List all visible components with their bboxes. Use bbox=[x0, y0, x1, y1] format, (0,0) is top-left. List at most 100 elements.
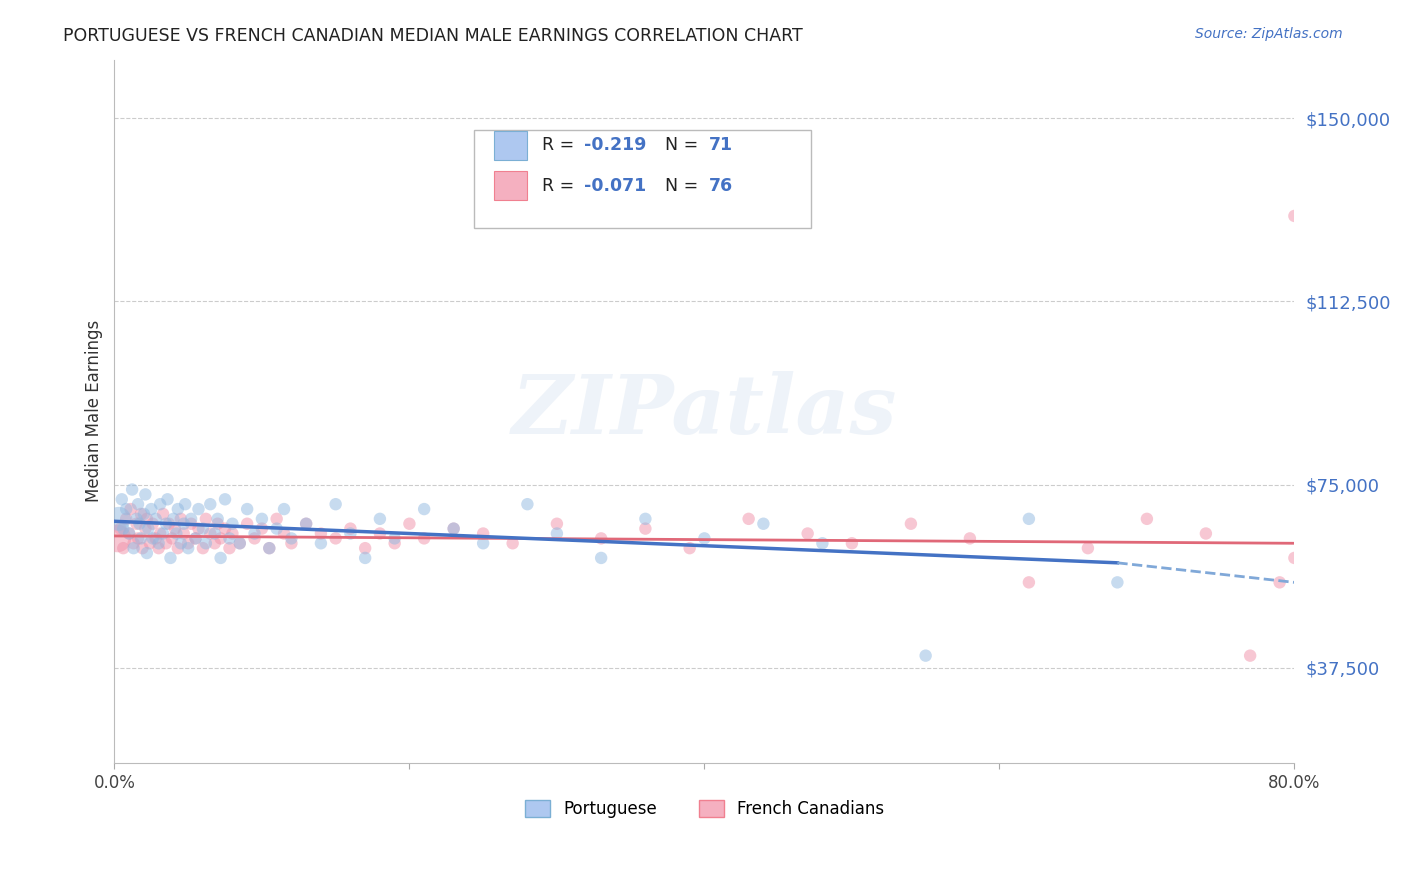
Point bbox=[959, 532, 981, 546]
Point bbox=[184, 532, 207, 546]
Point bbox=[125, 512, 148, 526]
Point bbox=[121, 483, 143, 497]
Point bbox=[184, 532, 207, 546]
Point bbox=[634, 512, 657, 526]
Text: ZIPatlas: ZIPatlas bbox=[512, 371, 897, 451]
Point bbox=[145, 512, 167, 526]
Point bbox=[115, 502, 138, 516]
Point bbox=[354, 541, 377, 556]
Point bbox=[259, 541, 281, 556]
FancyBboxPatch shape bbox=[474, 130, 811, 228]
Point bbox=[236, 502, 259, 516]
Point bbox=[204, 536, 226, 550]
Point bbox=[250, 522, 273, 536]
Point bbox=[194, 512, 217, 526]
Point bbox=[841, 536, 863, 550]
Point bbox=[339, 522, 361, 536]
Point bbox=[127, 532, 149, 546]
Point bbox=[280, 536, 302, 550]
Point bbox=[502, 536, 524, 550]
Text: N =: N = bbox=[665, 136, 704, 154]
Point bbox=[914, 648, 936, 663]
Text: R =: R = bbox=[541, 136, 579, 154]
Point bbox=[472, 526, 495, 541]
Text: PORTUGUESE VS FRENCH CANADIAN MEDIAN MALE EARNINGS CORRELATION CHART: PORTUGUESE VS FRENCH CANADIAN MEDIAN MAL… bbox=[63, 27, 803, 45]
Point bbox=[110, 522, 132, 536]
Point bbox=[148, 541, 170, 556]
Point bbox=[413, 532, 436, 546]
Bar bbox=[495, 130, 527, 161]
Point bbox=[157, 516, 180, 531]
Point bbox=[134, 487, 156, 501]
Point bbox=[325, 532, 347, 546]
Point bbox=[187, 502, 209, 516]
Point bbox=[111, 492, 134, 507]
Point bbox=[221, 526, 243, 541]
Point bbox=[900, 516, 922, 531]
Point bbox=[229, 536, 252, 550]
Text: 71: 71 bbox=[709, 136, 734, 154]
Point bbox=[221, 516, 243, 531]
Point bbox=[796, 526, 818, 541]
Point bbox=[122, 541, 145, 556]
Point bbox=[243, 532, 266, 546]
Point bbox=[141, 502, 163, 516]
Point bbox=[170, 512, 193, 526]
Point bbox=[135, 512, 157, 526]
Point bbox=[443, 522, 465, 536]
Point bbox=[163, 522, 186, 536]
Point bbox=[634, 522, 657, 536]
Point bbox=[174, 497, 197, 511]
Point bbox=[132, 507, 155, 521]
Point bbox=[811, 536, 834, 550]
Point bbox=[1018, 512, 1040, 526]
Point bbox=[142, 532, 165, 546]
Point bbox=[398, 516, 420, 531]
Point bbox=[165, 526, 187, 541]
Point bbox=[127, 497, 149, 511]
Text: 76: 76 bbox=[709, 177, 734, 194]
Point bbox=[139, 536, 162, 550]
Point bbox=[1284, 209, 1306, 223]
Point bbox=[546, 516, 568, 531]
Point bbox=[159, 550, 181, 565]
Point bbox=[273, 502, 295, 516]
Point bbox=[152, 507, 174, 521]
Point bbox=[693, 532, 716, 546]
Point bbox=[368, 512, 391, 526]
Point bbox=[591, 550, 613, 565]
Point bbox=[472, 536, 495, 550]
Point bbox=[218, 532, 240, 546]
Point bbox=[207, 516, 229, 531]
Point bbox=[125, 516, 148, 531]
Point bbox=[156, 492, 179, 507]
Text: -0.071: -0.071 bbox=[583, 177, 647, 194]
Point bbox=[194, 536, 217, 550]
Point bbox=[384, 536, 406, 550]
Point bbox=[737, 512, 759, 526]
Point bbox=[142, 516, 165, 531]
Point bbox=[209, 550, 232, 565]
Text: Source: ZipAtlas.com: Source: ZipAtlas.com bbox=[1195, 27, 1343, 41]
Point bbox=[229, 536, 252, 550]
Point bbox=[295, 516, 318, 531]
Point bbox=[384, 532, 406, 546]
Point bbox=[177, 541, 200, 556]
Point bbox=[368, 526, 391, 541]
Point bbox=[120, 502, 142, 516]
Point bbox=[591, 532, 613, 546]
Point bbox=[516, 497, 538, 511]
Point bbox=[105, 532, 128, 546]
Point bbox=[129, 507, 152, 521]
Point bbox=[149, 497, 172, 511]
Point bbox=[209, 532, 232, 546]
Point bbox=[679, 541, 702, 556]
Point bbox=[134, 522, 156, 536]
Point bbox=[1136, 512, 1159, 526]
Point bbox=[166, 541, 188, 556]
Point bbox=[1077, 541, 1099, 556]
Point bbox=[1268, 575, 1291, 590]
Point bbox=[128, 516, 150, 531]
Point bbox=[1018, 575, 1040, 590]
Point bbox=[752, 516, 775, 531]
